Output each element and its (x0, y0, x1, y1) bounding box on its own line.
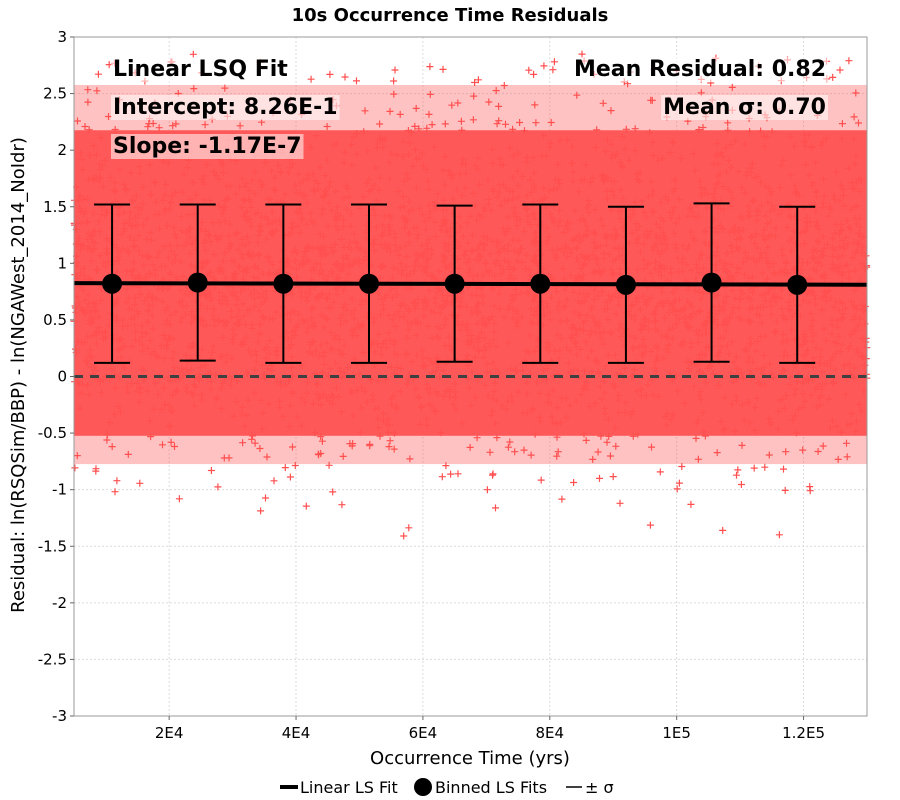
y-tick-label-12: -3 (52, 707, 67, 725)
x-tick-label-4: 1E5 (662, 724, 691, 742)
x-tick-label-5: 1.2E5 (782, 724, 825, 742)
fit-label-background (111, 57, 291, 82)
y-tick-label-11: -2.5 (38, 650, 67, 668)
y-tick-label-2: 2 (57, 141, 67, 159)
binned-fit-7 (693, 202, 730, 363)
legend-linear-fit-label: Linear LS Fit (300, 778, 398, 797)
x-axis-title: Occurrence Time (yrs) (370, 748, 570, 769)
y-axis-title: Residual: ln(RSQSim/BBP) - ln(NGAWest_20… (8, 137, 29, 613)
binned-fit-point-5 (530, 273, 551, 294)
y-tick-label-4: 1 (57, 254, 67, 272)
binned-fit-8 (779, 205, 816, 364)
chart-title: 10s Occurrence Time Residuals (292, 5, 609, 26)
binned-fit-4 (436, 204, 473, 363)
fit-annotations: Linear LSQ Fit Intercept: 8.26E-1 Slope:… (111, 57, 828, 159)
binned-fit-point-6 (615, 274, 636, 295)
y-tick-label-5: 0.5 (43, 311, 67, 329)
slope-label-background (111, 134, 304, 159)
binned-fit-2 (265, 203, 302, 364)
legend-sigma-label: ± σ (585, 778, 614, 797)
y-tick-label-1: 2.5 (43, 85, 67, 103)
y-tick-label-8: -1 (52, 481, 67, 499)
binned-fit-0 (94, 203, 131, 364)
binned-fit-6 (607, 205, 644, 364)
x-tick-label-0: 2E4 (155, 724, 184, 742)
legend-binned-fits-swatch (414, 778, 432, 796)
legend: Linear LS Fit Binned LS Fits ± σ (280, 778, 614, 797)
slope-label: Slope: -1.17E-7 (113, 134, 302, 159)
intercept-label: Intercept: 8.26E-1 (113, 95, 338, 120)
intercept-label-background (111, 95, 340, 120)
x-tick-label-3: 8E4 (536, 724, 565, 742)
legend-binned-fits-label: Binned LS Fits (435, 778, 547, 797)
binned-fit-point-3 (358, 273, 379, 294)
x-tick-label-1: 4E4 (282, 724, 311, 742)
binned-fits-group (94, 202, 816, 364)
binned-fit-3 (350, 203, 387, 364)
binned-fit-point-2 (273, 273, 294, 294)
binned-fit-1 (179, 203, 216, 362)
y-tick-label-6: 0 (57, 368, 67, 386)
fit-label: Linear LSQ Fit (113, 57, 288, 82)
y-tick-label-7: -0.5 (38, 424, 67, 442)
mean-sigma-label-background (661, 95, 828, 120)
x-tick-label-2: 6E4 (409, 724, 438, 742)
binned-fit-5 (522, 203, 559, 364)
mean-residual-label: Mean Residual: 0.82 (574, 57, 826, 82)
binned-fit-point-7 (701, 272, 722, 293)
y-tick-label-3: 1.5 (43, 198, 67, 216)
mean-sigma-label: Mean σ: 0.70 (663, 95, 826, 120)
binned-fit-point-1 (187, 272, 208, 293)
axis-ticks: 2E4 4E4 6E4 8E4 1E5 1.2E5 3 2.5 2 1.5 1 0.5 0 -0.5 -1 -… (38, 28, 825, 742)
binned-fit-point-8 (787, 274, 808, 295)
binned-fit-point-4 (444, 273, 465, 294)
y-tick-label-10: -2 (52, 594, 67, 612)
y-tick-label-9: -1.5 (38, 537, 67, 555)
mean-residual-label-background (571, 57, 828, 82)
y-tick-label-0: 3 (57, 28, 67, 46)
binned-fit-point-0 (102, 273, 123, 294)
